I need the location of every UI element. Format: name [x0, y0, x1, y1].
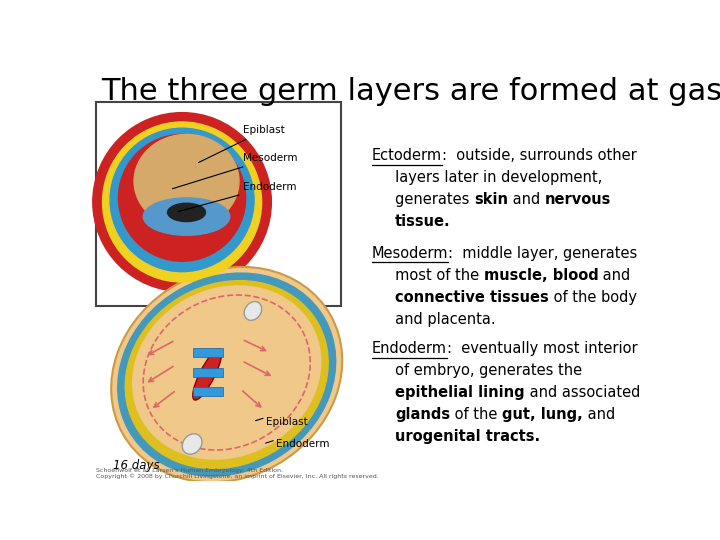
Text: Epiblast: Epiblast	[266, 417, 307, 427]
Text: Mesoderm: Mesoderm	[372, 246, 449, 261]
Text: Mesoderm: Mesoderm	[173, 153, 298, 188]
Ellipse shape	[143, 198, 230, 235]
Text: of embryo, generates the: of embryo, generates the	[372, 363, 582, 379]
Text: The three germ layers are formed at gastrulation: The three germ layers are formed at gast…	[101, 77, 720, 106]
Ellipse shape	[182, 434, 202, 454]
Text: muscle, blood: muscle, blood	[484, 268, 598, 283]
Text: and associated: and associated	[525, 386, 640, 400]
Ellipse shape	[125, 281, 328, 469]
Ellipse shape	[118, 273, 336, 476]
Text: nervous: nervous	[544, 192, 611, 207]
Text: skin: skin	[474, 192, 508, 207]
Ellipse shape	[244, 301, 261, 320]
FancyBboxPatch shape	[96, 102, 341, 306]
Text: Schoenwolf et al: Larsen's Human Embryology, 4th Edition.
Copyright © 2008 by Ch: Schoenwolf et al: Larsen's Human Embryol…	[96, 468, 378, 479]
Text: gut, lung,: gut, lung,	[502, 407, 582, 422]
Text: tissue.: tissue.	[395, 214, 451, 229]
Text: 16 days: 16 days	[114, 459, 160, 472]
Text: urogenital tracts.: urogenital tracts.	[395, 429, 540, 444]
Text: Endoderm: Endoderm	[276, 438, 329, 449]
Text: :  eventually most interior: : eventually most interior	[447, 341, 637, 356]
Text: :  outside, surrounds other: : outside, surrounds other	[442, 148, 636, 163]
Text: generates: generates	[372, 192, 474, 207]
Ellipse shape	[111, 267, 342, 482]
FancyBboxPatch shape	[193, 368, 222, 377]
Ellipse shape	[93, 113, 271, 292]
Text: epithelial lining: epithelial lining	[395, 386, 525, 400]
Text: most of the: most of the	[372, 268, 484, 283]
Text: Endoderm: Endoderm	[372, 341, 447, 356]
Ellipse shape	[110, 128, 254, 272]
Ellipse shape	[102, 122, 261, 282]
Ellipse shape	[134, 134, 239, 228]
Ellipse shape	[168, 203, 205, 221]
Ellipse shape	[193, 349, 222, 400]
Text: and: and	[582, 407, 615, 422]
Text: and: and	[598, 268, 631, 283]
Text: :  middle layer, generates: : middle layer, generates	[449, 246, 637, 261]
Text: connective tissues: connective tissues	[395, 290, 549, 305]
Text: Epiblast: Epiblast	[199, 125, 285, 163]
FancyBboxPatch shape	[193, 348, 222, 357]
Ellipse shape	[119, 134, 246, 261]
Text: of the body: of the body	[549, 290, 636, 305]
Ellipse shape	[132, 286, 320, 459]
Text: and: and	[508, 192, 544, 207]
Text: Endoderm: Endoderm	[178, 181, 297, 212]
Text: of the: of the	[450, 407, 502, 422]
Text: layers later in development,: layers later in development,	[372, 170, 602, 185]
Text: Ectoderm: Ectoderm	[372, 148, 442, 163]
Text: glands: glands	[395, 407, 450, 422]
FancyBboxPatch shape	[193, 387, 222, 396]
Text: and placenta.: and placenta.	[372, 312, 495, 327]
